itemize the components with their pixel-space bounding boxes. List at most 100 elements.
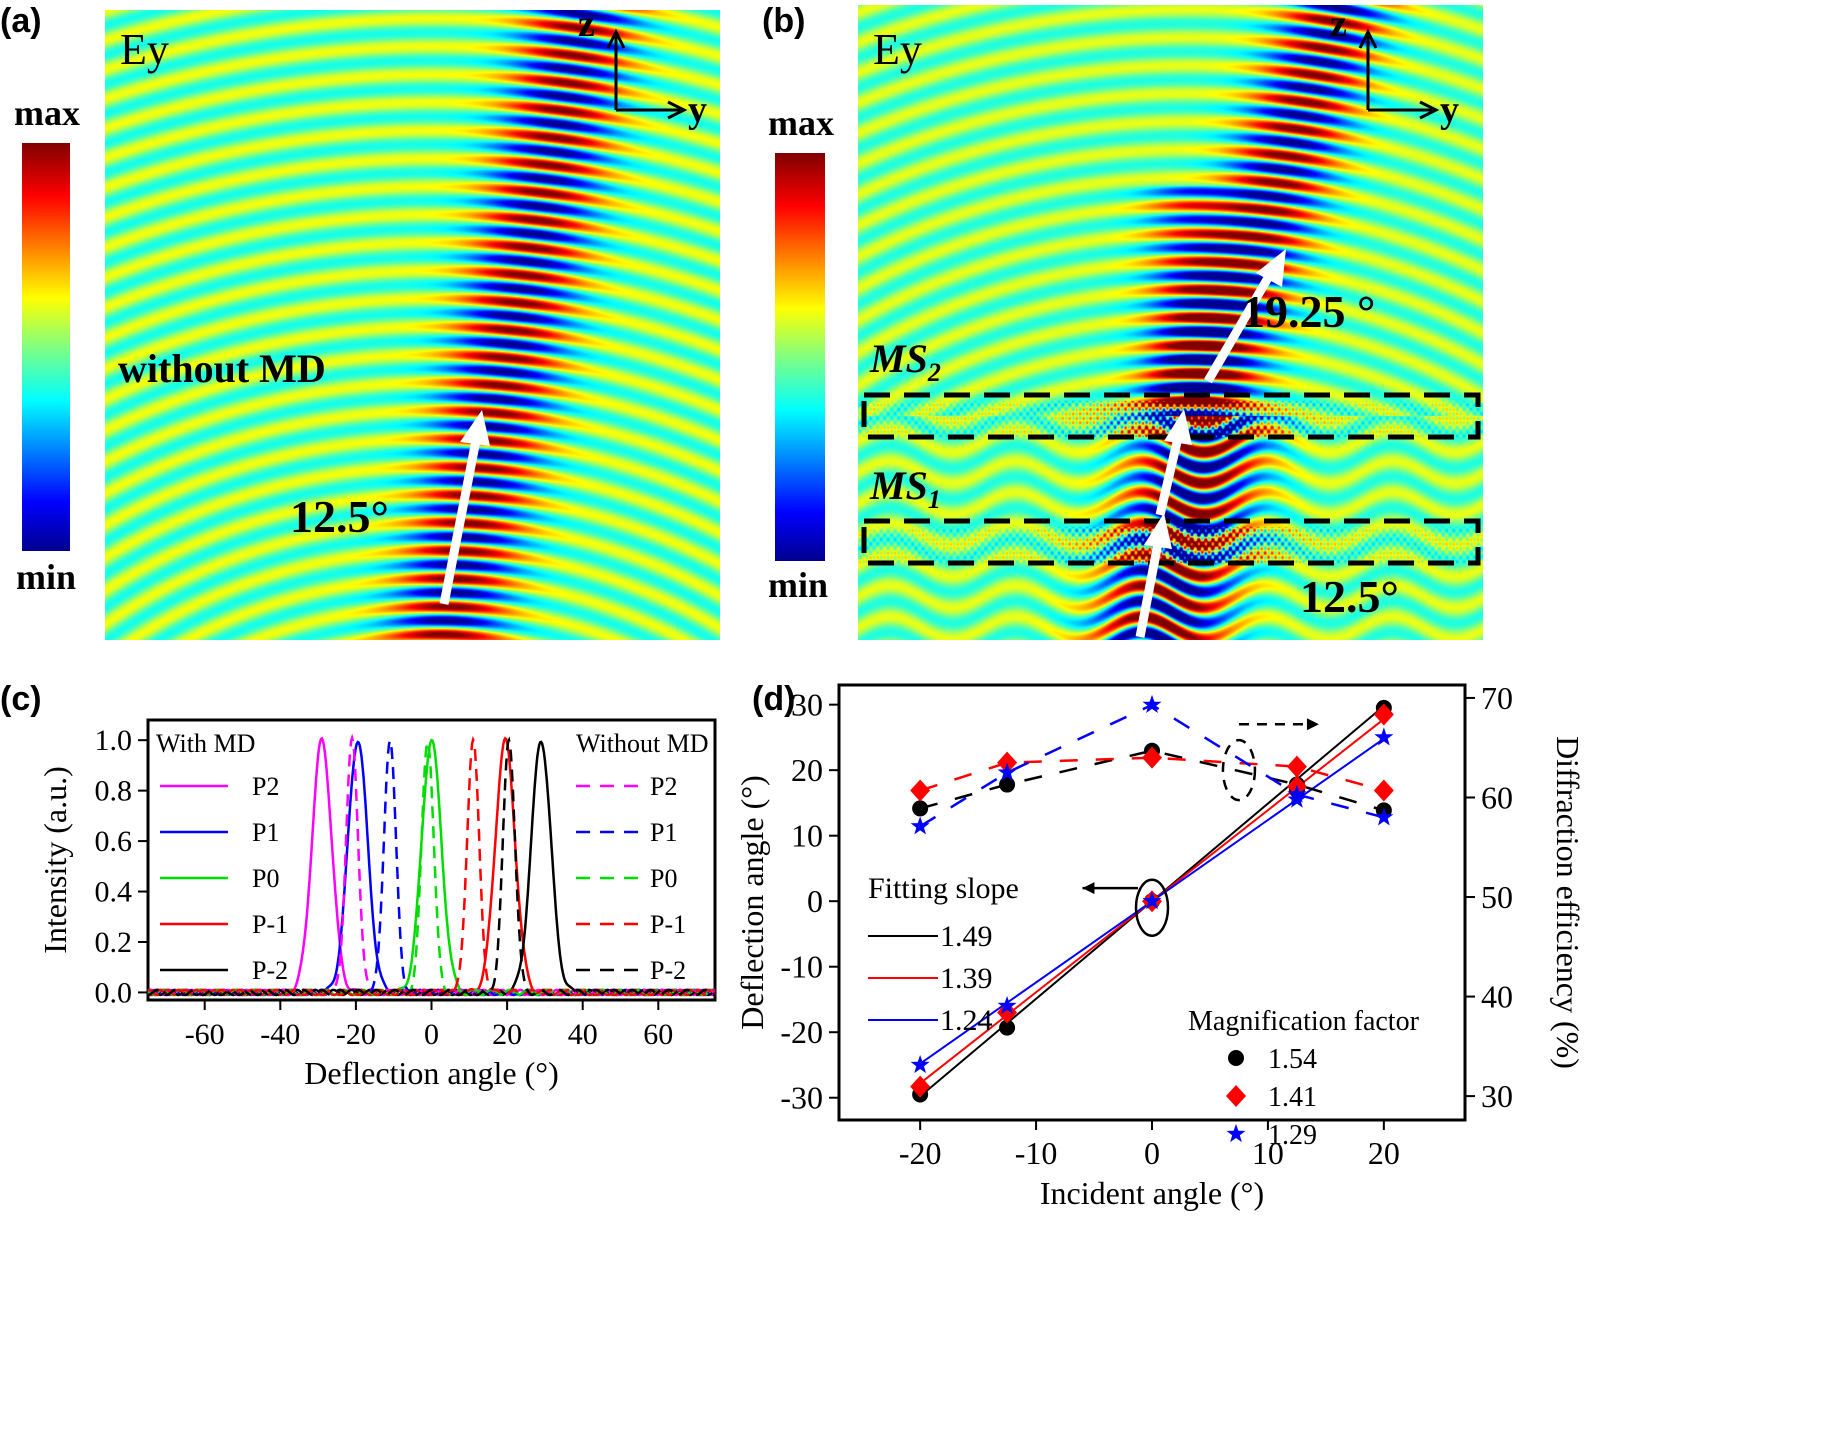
deflection-point (1374, 727, 1394, 746)
y-tick-label: -10 (780, 949, 823, 985)
legend-label: P-2 (252, 956, 288, 985)
x-tick-label: 60 (643, 1018, 673, 1051)
ms1-label: MS1 (870, 462, 941, 515)
legend-label: P-2 (650, 956, 686, 985)
panel-label: (a) (0, 2, 42, 40)
efficiency-point (910, 816, 930, 835)
legend-label: 1.54 (1268, 1044, 1317, 1075)
axes-icon (1358, 28, 1440, 120)
x-tick-label: -40 (260, 1018, 300, 1051)
x-tick-label: -20 (899, 1135, 942, 1171)
deflection-point (1287, 789, 1307, 808)
legend-label: P-1 (650, 910, 686, 939)
x-tick-label: 10 (1252, 1135, 1284, 1171)
colorbar (22, 143, 70, 551)
y-tick-label: 10 (791, 818, 823, 854)
legend-marker (1228, 1050, 1244, 1066)
without-md-label: without MD (118, 346, 326, 391)
colorbar (775, 153, 825, 561)
legend-label: P-1 (252, 910, 288, 939)
colorbar-max-label: max (14, 93, 80, 133)
ms2-label: MS2 (870, 335, 941, 388)
plot-frame (146, 718, 717, 1002)
legend-label: P2 (650, 772, 677, 801)
component-label: Ey (873, 25, 922, 74)
y-tick-label: 0.4 (95, 876, 133, 909)
metasurface-boxes (861, 249, 1481, 638)
axes-icon (606, 28, 688, 120)
legend-title-with-md: With MD (156, 729, 255, 758)
ms1-subscript: 1 (927, 485, 941, 514)
ey-field-map (105, 10, 720, 640)
deflection-point (910, 1055, 930, 1074)
colorbar-min-label: min (768, 565, 829, 605)
y-tick-label: -30 (780, 1080, 823, 1116)
x-tick-label: 0 (424, 1018, 439, 1051)
y-right-tick-label: 30 (1481, 1078, 1513, 1114)
component-label: Ey (120, 25, 169, 74)
panel-label-c: (c) (0, 680, 42, 718)
axis-y-label: y (688, 89, 707, 131)
legend-fit-title: Fitting slope (868, 872, 1019, 905)
series-line-P-2 (147, 740, 716, 997)
y-right-tick-label: 40 (1481, 979, 1513, 1015)
efficiency-point (1287, 784, 1307, 803)
ms1-text: MS (870, 463, 928, 508)
angle-in-label: 12.5° (1300, 571, 1399, 622)
deflection-group-circle (1134, 878, 1170, 937)
y-tick-label: 0.6 (95, 825, 133, 858)
x-tick-label: -10 (1015, 1135, 1058, 1171)
series-line-P-1 (147, 735, 716, 997)
series-line-P0 (147, 738, 716, 997)
x-tick-label: 0 (1144, 1135, 1160, 1171)
y-tick-label: -20 (780, 1014, 823, 1050)
arrow-right-head (1306, 718, 1319, 731)
efficiency-point (1142, 746, 1162, 769)
deflection-point (999, 1019, 1016, 1036)
y-tick-label: 1.0 (95, 724, 133, 757)
efficiency-group-circle (1221, 738, 1257, 802)
angle-out-label: 19.25 ° (1242, 286, 1376, 337)
legend-label: 1.49 (940, 920, 993, 953)
series-line-P-2 (147, 736, 715, 997)
y-tick-label: 30 (791, 687, 823, 723)
panel-label-d: (d) (752, 680, 796, 718)
x-axis-label: Incident angle (°) (1040, 1175, 1264, 1211)
legend-label: 1.41 (1268, 1082, 1317, 1113)
chart-c: -60 -40 -20 0 20 40 60 0.0 0.2 0.4 0.6 0.8 1.0 Deflec… (37, 718, 717, 1091)
y-right-tick-label: 70 (1481, 680, 1513, 716)
y-tick-label: 0 (807, 883, 823, 919)
x-axis-label: Deflection angle (°) (304, 1055, 558, 1091)
legend-title-without-md: Without MD (576, 729, 709, 758)
efficiency-point (912, 800, 929, 817)
y-axis-label: Deflection angle (°) (734, 775, 770, 1029)
x-tick-label: 40 (568, 1018, 598, 1051)
ms1-box (861, 518, 1481, 566)
deflection-point (997, 996, 1017, 1015)
efficiency-point (997, 762, 1017, 781)
angle-label: 12.5° (290, 491, 389, 542)
chart-d: -20 -10 0 10 20 -30 -20 -10 0 10 20 30 30 40 50 60 70 Inc… (734, 680, 1586, 1211)
axis-y-label: y (1440, 89, 1459, 131)
y-right-axis-label: Diffraction efficiency (%) (1550, 736, 1586, 1069)
colorbar-max-label: max (768, 103, 834, 143)
efficiency-point (910, 779, 931, 802)
legend-label: P0 (252, 864, 279, 893)
y-tick-label: 20 (791, 752, 823, 788)
legend-label: 1.24 (940, 1004, 993, 1037)
ms2-subscript: 2 (927, 358, 941, 387)
legend-mag-title: Magnification factor (1188, 1006, 1420, 1037)
y-tick-label: 0.2 (95, 926, 133, 959)
arrow-left-head (1082, 882, 1095, 895)
legend-label: P1 (252, 818, 279, 847)
y-right-tick-label: 50 (1481, 879, 1513, 915)
colorbar-min-label: min (16, 557, 77, 597)
legend-label: P1 (650, 818, 677, 847)
x-tick-label: 20 (492, 1018, 522, 1051)
y-tick-label: 0.0 (95, 976, 133, 1009)
efficiency-point (1286, 755, 1307, 778)
y-axis-label: Intensity (a.u.) (37, 766, 73, 954)
x-tick-label: -60 (185, 1018, 225, 1051)
legend-label: P0 (650, 864, 677, 893)
efficiency-point (999, 776, 1016, 793)
